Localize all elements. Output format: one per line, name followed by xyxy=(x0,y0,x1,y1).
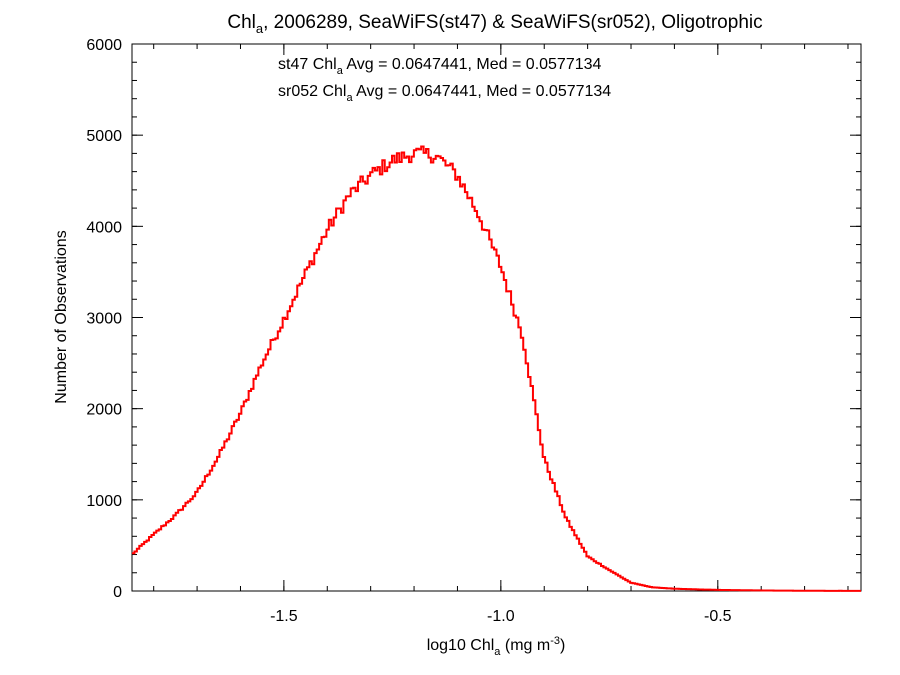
y-tick-label: 2000 xyxy=(86,402,122,419)
annotation-sr052: sr052 Chla Avg = 0.0647441, Med = 0.0577… xyxy=(278,83,611,104)
y-tick-label: 1000 xyxy=(86,493,122,510)
y-tick-label: 5000 xyxy=(86,128,122,145)
y-tick-label: 0 xyxy=(113,584,122,601)
y-tick-label: 4000 xyxy=(86,219,122,236)
plot-frame xyxy=(131,43,862,592)
chart-title: Chla, 2006289, SeaWiFS(st47) & SeaWiFS(s… xyxy=(227,12,762,36)
x-tick-label: -1.0 xyxy=(487,608,515,625)
annotation-st47: st47 Chla Avg = 0.0647441, Med = 0.05771… xyxy=(278,56,602,77)
series-layer xyxy=(132,145,861,592)
y-tick-label: 6000 xyxy=(86,37,122,54)
y-axis-label: Number of Observations xyxy=(53,230,70,403)
x-tick-label: -1.5 xyxy=(270,608,298,625)
x-axis-label: log10 Chla (mg m-3) xyxy=(427,635,566,658)
y-tick-label: 3000 xyxy=(86,311,122,328)
axis-ticks xyxy=(132,43,861,592)
x-tick-label: -0.5 xyxy=(704,608,732,625)
axis-tick-labels: -1.5 -1.0 -0.5 0 1000 2000 3000 4000 5000 6000 xyxy=(86,37,731,625)
series-line xyxy=(132,145,861,592)
